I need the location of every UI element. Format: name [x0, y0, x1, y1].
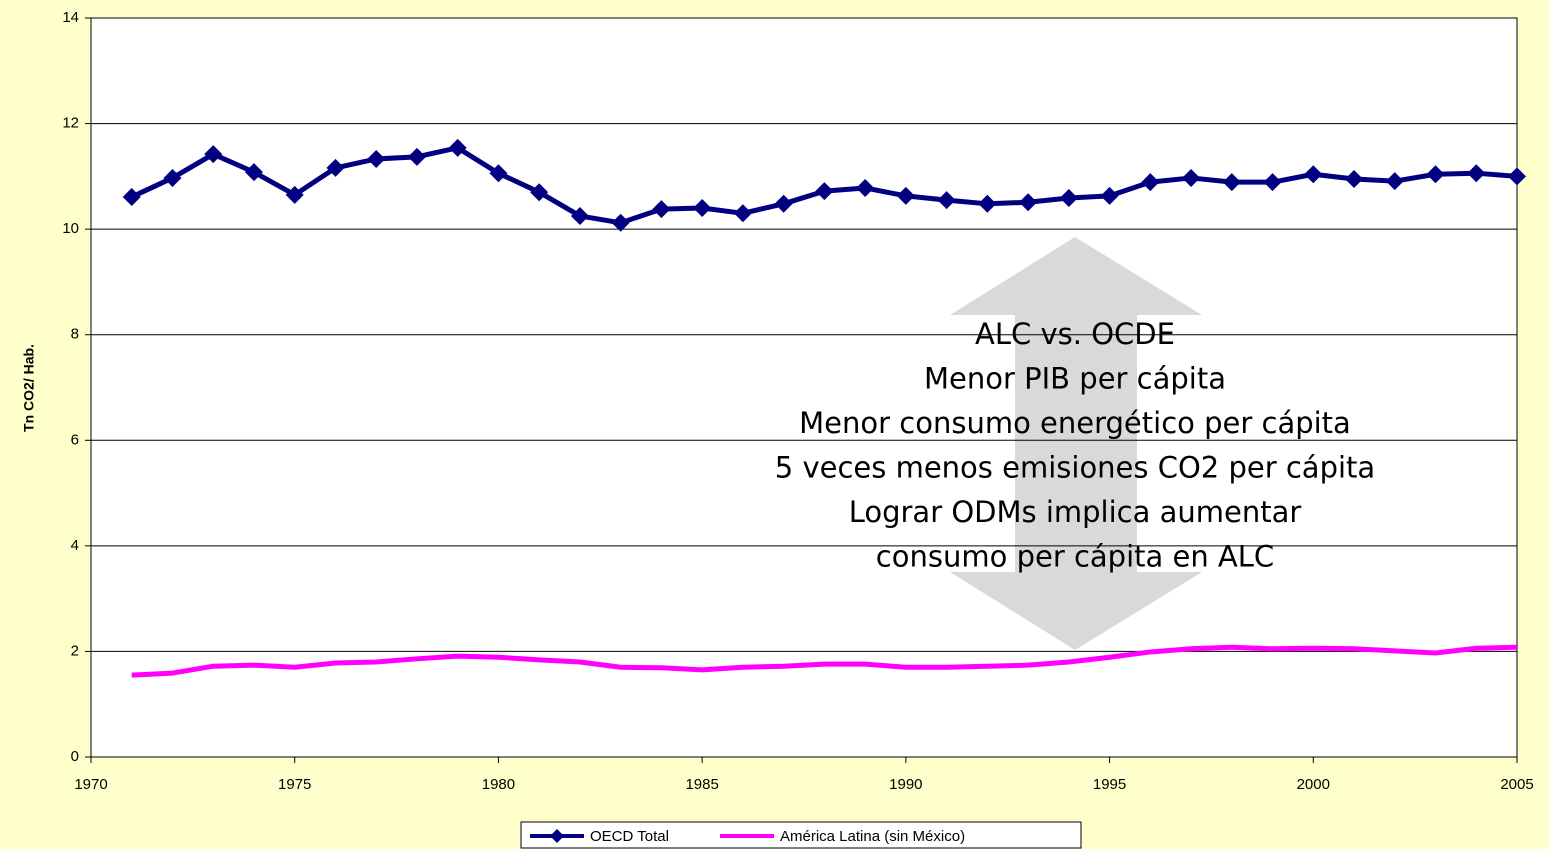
x-tick-label: 1970: [74, 776, 107, 793]
point-marker: [570, 206, 589, 225]
point-marker: [1508, 167, 1526, 186]
point-marker: [1263, 173, 1282, 192]
y-tick-label: 10: [62, 220, 79, 237]
point-marker: [1426, 165, 1445, 184]
y-tick-label: 8: [71, 326, 79, 343]
point-marker: [693, 199, 712, 218]
x-tick-label: 1980: [482, 776, 515, 793]
annotation-line: consumo per cápita en ALC: [876, 540, 1274, 574]
point-marker: [204, 145, 223, 164]
point-marker: [1019, 193, 1038, 212]
grid: 0 2 4 6 8 10 12 14 1970 1975 1980 1985 1990 1995 2000 2…: [62, 9, 1533, 793]
y-tick-label: 14: [62, 9, 79, 26]
series-group: [122, 138, 1526, 678]
point-marker: [1385, 172, 1404, 191]
annotation-line: ALC vs. OCDE: [975, 317, 1175, 351]
point-marker: [1467, 164, 1486, 183]
legend: OECD Total América Latina (sin México): [530, 828, 965, 845]
point-marker: [774, 194, 793, 213]
legend-label: OECD Total: [590, 828, 669, 845]
point-marker: [1222, 173, 1241, 192]
point-marker: [937, 191, 956, 210]
point-marker: [1182, 168, 1201, 187]
series-line: [131, 644, 1518, 678]
point-marker: [1100, 186, 1119, 205]
point-marker: [733, 204, 752, 223]
annotation-line: 5 veces menos emisiones CO2 per cápita: [775, 451, 1375, 485]
y-tick-label: 2: [71, 642, 79, 659]
annotation-line: Lograr ODMs implica aumentar: [849, 495, 1302, 529]
point-marker: [815, 182, 834, 201]
point-marker: [448, 138, 467, 157]
y-tick-label: 6: [71, 431, 79, 448]
point-marker: [856, 178, 875, 197]
plot-border: [90, 17, 1518, 758]
x-tick-label: 1995: [1093, 776, 1126, 793]
legend-label: América Latina (sin México): [780, 828, 965, 845]
point-marker: [163, 168, 182, 187]
point-marker: [367, 149, 386, 168]
point-marker: [326, 158, 345, 177]
point-marker: [530, 183, 549, 202]
double-arrow: [950, 237, 1202, 650]
annotation-line: Menor PIB per cápita: [924, 362, 1226, 396]
point-marker: [285, 185, 304, 204]
annotation-line: Menor consumo energético per cápita: [799, 406, 1351, 440]
point-marker: [1304, 165, 1323, 184]
legend-box: [520, 821, 1082, 849]
x-tick-label: 2000: [1297, 776, 1330, 793]
annotation: ALC vs. OCDE Menor PIB per cápita Menor co…: [775, 317, 1375, 574]
y-tick-label: 12: [62, 115, 79, 132]
point-marker: [896, 186, 915, 205]
x-tick-label: 2005: [1500, 776, 1533, 793]
y-tick-label: 4: [71, 537, 79, 554]
plot-area: [91, 18, 1517, 757]
y-tick-label: 0: [71, 748, 79, 765]
point-marker: [122, 187, 141, 206]
x-tick-label: 1985: [685, 776, 718, 793]
point-marker: [652, 200, 671, 219]
point-marker: [1141, 173, 1160, 192]
legend-marker: [550, 829, 564, 843]
point-marker: [407, 147, 426, 166]
x-tick-label: 1975: [278, 776, 311, 793]
point-marker: [1345, 169, 1364, 188]
x-tick-label: 1990: [889, 776, 922, 793]
point-marker: [244, 163, 263, 182]
point-marker: [611, 213, 630, 232]
point-marker: [978, 194, 997, 213]
point-marker: [1059, 188, 1078, 207]
y-axis-label: Tn CO2/ Hab.: [21, 344, 37, 432]
point-marker: [489, 164, 508, 183]
